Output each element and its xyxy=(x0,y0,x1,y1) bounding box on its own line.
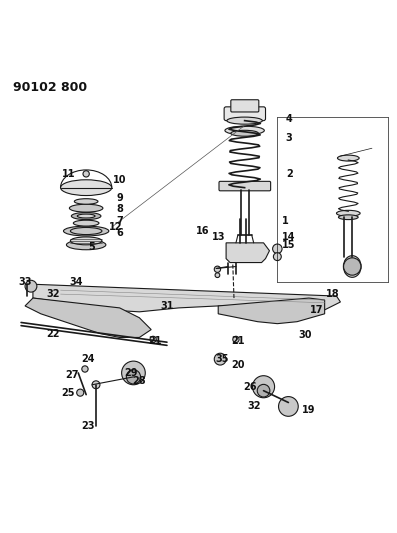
Text: 23: 23 xyxy=(81,421,95,431)
Text: 21: 21 xyxy=(148,336,162,346)
Ellipse shape xyxy=(77,214,95,218)
Ellipse shape xyxy=(337,211,360,216)
Text: 33: 33 xyxy=(18,277,32,287)
Circle shape xyxy=(77,389,84,396)
Ellipse shape xyxy=(69,204,103,212)
FancyBboxPatch shape xyxy=(224,107,266,120)
Circle shape xyxy=(252,376,275,398)
Text: 18: 18 xyxy=(326,289,339,299)
Circle shape xyxy=(273,244,282,254)
Text: 31: 31 xyxy=(160,301,174,311)
Text: 27: 27 xyxy=(66,370,79,380)
Text: 35: 35 xyxy=(216,354,229,364)
Ellipse shape xyxy=(227,117,262,124)
Text: 19: 19 xyxy=(302,406,316,415)
Text: 16: 16 xyxy=(196,226,209,236)
Text: 12: 12 xyxy=(109,222,122,232)
Ellipse shape xyxy=(225,126,264,135)
Circle shape xyxy=(279,397,298,416)
FancyBboxPatch shape xyxy=(219,181,271,191)
Ellipse shape xyxy=(343,256,361,277)
Text: 11: 11 xyxy=(62,169,75,179)
Circle shape xyxy=(343,258,361,275)
Text: 32: 32 xyxy=(247,401,260,411)
Polygon shape xyxy=(33,284,340,312)
Text: 13: 13 xyxy=(212,232,225,242)
Text: 14: 14 xyxy=(282,232,296,242)
Text: 4: 4 xyxy=(286,114,293,124)
Circle shape xyxy=(214,353,226,365)
Text: 3: 3 xyxy=(286,133,293,143)
Text: 34: 34 xyxy=(69,277,83,287)
Text: 22: 22 xyxy=(46,328,60,338)
Text: 25: 25 xyxy=(62,387,75,398)
Circle shape xyxy=(121,361,145,385)
Circle shape xyxy=(233,336,239,343)
Circle shape xyxy=(215,273,220,278)
Text: 9: 9 xyxy=(116,192,123,203)
Polygon shape xyxy=(226,243,270,263)
Text: 26: 26 xyxy=(243,382,256,392)
Ellipse shape xyxy=(73,220,99,226)
Circle shape xyxy=(150,336,156,343)
Text: 90102 800: 90102 800 xyxy=(13,81,87,94)
Text: 30: 30 xyxy=(298,330,312,341)
Text: 21: 21 xyxy=(231,336,245,346)
Ellipse shape xyxy=(70,237,102,245)
Circle shape xyxy=(92,381,100,389)
Circle shape xyxy=(214,266,221,272)
Text: 10: 10 xyxy=(113,175,126,185)
Circle shape xyxy=(257,384,270,397)
Ellipse shape xyxy=(337,155,359,161)
Circle shape xyxy=(82,366,88,372)
Ellipse shape xyxy=(64,226,109,236)
Text: 32: 32 xyxy=(46,289,60,299)
Ellipse shape xyxy=(60,180,112,196)
Ellipse shape xyxy=(231,130,258,136)
Text: 20: 20 xyxy=(231,360,245,370)
Text: 1: 1 xyxy=(282,216,289,226)
Ellipse shape xyxy=(74,199,98,204)
Circle shape xyxy=(274,253,281,261)
Ellipse shape xyxy=(66,240,106,250)
Text: 7: 7 xyxy=(116,216,123,226)
Text: 15: 15 xyxy=(282,240,296,250)
Text: 8: 8 xyxy=(116,204,123,214)
Polygon shape xyxy=(218,298,325,324)
Text: 24: 24 xyxy=(81,354,95,364)
Polygon shape xyxy=(25,298,151,337)
Text: 6: 6 xyxy=(116,228,123,238)
Text: 29: 29 xyxy=(125,368,138,378)
Ellipse shape xyxy=(339,215,358,220)
Ellipse shape xyxy=(71,213,101,220)
Text: 17: 17 xyxy=(310,305,324,315)
Circle shape xyxy=(126,370,141,384)
FancyBboxPatch shape xyxy=(231,100,259,112)
Text: 5: 5 xyxy=(89,242,95,252)
Circle shape xyxy=(83,171,89,177)
Circle shape xyxy=(25,280,37,292)
Text: 2: 2 xyxy=(286,169,293,179)
Text: 28: 28 xyxy=(133,376,146,386)
